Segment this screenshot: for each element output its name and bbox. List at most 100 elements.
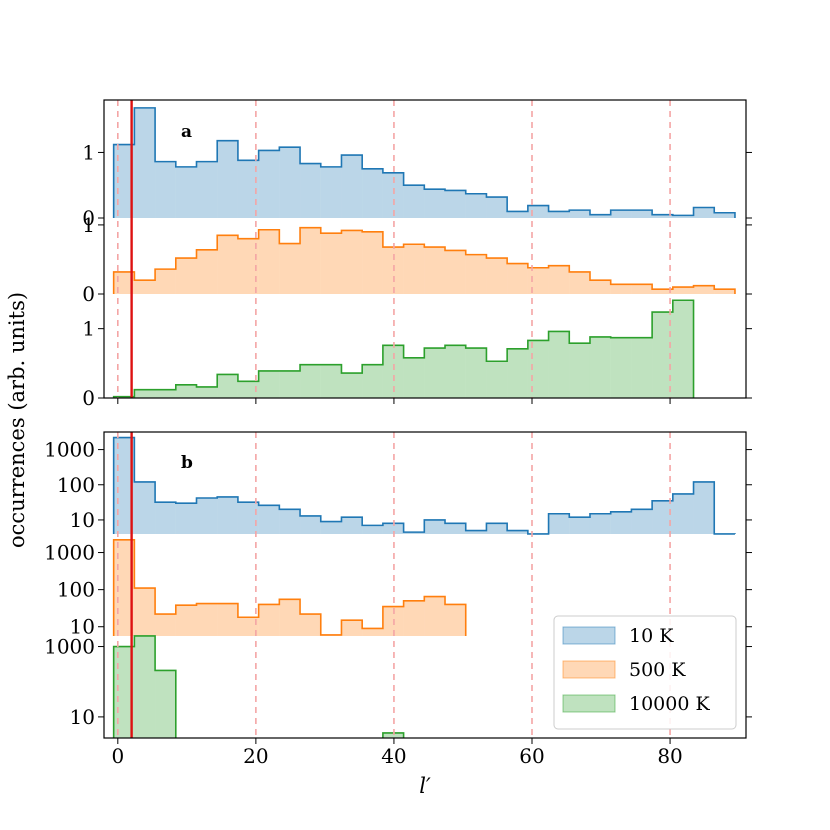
bar-a-10k (403, 185, 425, 218)
bar-b-10k (486, 523, 508, 534)
bar-a-10k (362, 168, 383, 218)
y-tick-label: 1 (82, 213, 95, 237)
bar-a-10k (631, 210, 653, 218)
bar-a-10k (217, 140, 238, 218)
bar-a-10000k (341, 373, 363, 398)
bar-a-10k (134, 107, 156, 218)
bar-b-10k (652, 500, 673, 534)
bar-b-10k (362, 525, 383, 534)
bar-a-10k (258, 150, 280, 218)
y-tick-label: 1000 (44, 438, 95, 462)
bar-a-500k (196, 249, 218, 294)
bar-a-500k (527, 267, 549, 294)
legend-swatch-10000k (562, 694, 616, 713)
bar-a-10000k (217, 374, 238, 398)
bar-a-10k (589, 214, 611, 218)
bar-a-10000k (134, 389, 156, 398)
bar-b-10k (631, 509, 653, 534)
bar-a-10k (486, 197, 508, 218)
bar-a-500k (486, 258, 508, 294)
bar-b-500k (134, 588, 156, 636)
bar-a-10000k (362, 364, 383, 398)
bar-a-10000k (631, 337, 653, 398)
bar-a-500k (672, 287, 694, 294)
step-line-a-500k (112, 226, 736, 294)
bar-b-10k (134, 481, 156, 534)
bar-a-10k (548, 211, 570, 218)
bar-a-10000k (155, 389, 176, 398)
step-line-a-10k (112, 107, 736, 218)
bar-b-10k (341, 517, 363, 534)
bar-b-10k (569, 517, 590, 534)
bar-b-10k (320, 521, 342, 534)
bar-a-10k (155, 161, 176, 218)
bar-b-500k (113, 539, 135, 636)
bar-a-10000k (652, 312, 673, 398)
bar-b-500k (175, 605, 197, 636)
bar-a-500k (610, 284, 632, 294)
bar-b-10k (610, 511, 632, 534)
bar-a-10000k (279, 370, 301, 398)
legend: 10 K 500 K 10000 K (553, 615, 737, 730)
bar-a-10k (320, 166, 342, 218)
bar-a-10000k (486, 361, 508, 398)
bar-b-500k (445, 604, 466, 636)
bar-b-500k (155, 614, 176, 636)
bar-a-500k (548, 265, 570, 294)
bar-a-10k (237, 160, 259, 218)
bar-a-500k (714, 289, 735, 294)
bar-a-10k (672, 215, 694, 218)
bar-b-10k (113, 437, 135, 534)
y-tick-label: 10 (70, 705, 95, 729)
bar-b-500k (300, 614, 321, 636)
bar-a-500k (341, 230, 363, 294)
y-tick-label: 10 (70, 615, 95, 639)
legend-label-10k: 10 K (629, 625, 674, 647)
bar-b-500k (196, 603, 218, 636)
legend-label-500k: 500 K (629, 659, 686, 681)
bar-a-500k (652, 289, 673, 294)
bar-a-10000k (300, 364, 321, 398)
panel-a-label: a (181, 122, 192, 142)
bar-a-500k (237, 238, 259, 294)
bar-a-500k (362, 231, 383, 294)
bar-b-10k (445, 523, 466, 534)
bar-b-10k (589, 513, 611, 534)
bar-a-500k (217, 235, 238, 294)
bar-a-500k (589, 280, 611, 294)
panel-b-plot-area (112, 432, 736, 738)
bar-a-10000k (175, 384, 197, 398)
bar-a-10k (465, 193, 487, 218)
bar-b-10k (507, 530, 528, 534)
bar-b-10k (155, 502, 176, 534)
y-tick-label: 100 (57, 473, 95, 497)
bar-a-10000k (320, 364, 342, 398)
bar-b-500k (217, 603, 238, 636)
bar-a-500k (113, 271, 135, 294)
bar-a-500k (507, 263, 528, 294)
bar-a-10000k (589, 336, 611, 398)
bar-a-10k (341, 155, 363, 218)
bar-b-10k (196, 498, 218, 534)
y-tick-label: 1000 (44, 635, 95, 659)
bar-a-10k (714, 212, 735, 218)
bar-b-10k (217, 496, 238, 534)
bar-a-10k (300, 163, 321, 218)
bar-a-10k (113, 144, 135, 218)
panel-b-label: b (181, 453, 193, 473)
bar-a-500k (279, 243, 301, 294)
bar-a-10000k (569, 343, 590, 398)
bar-a-500k (569, 271, 590, 294)
bar-a-500k (134, 280, 156, 294)
bar-a-10k (610, 210, 632, 218)
bar-a-500k (175, 258, 197, 294)
bar-a-10k (382, 172, 404, 218)
bar-a-10k (196, 161, 218, 218)
legend-label-10000k: 10000 K (629, 693, 710, 715)
bar-a-10000k (527, 340, 549, 398)
y-tick-label: 0 (82, 206, 95, 230)
bar-b-10k (465, 530, 487, 534)
bar-b-10k (693, 481, 715, 534)
legend-swatch-10k (562, 626, 616, 645)
